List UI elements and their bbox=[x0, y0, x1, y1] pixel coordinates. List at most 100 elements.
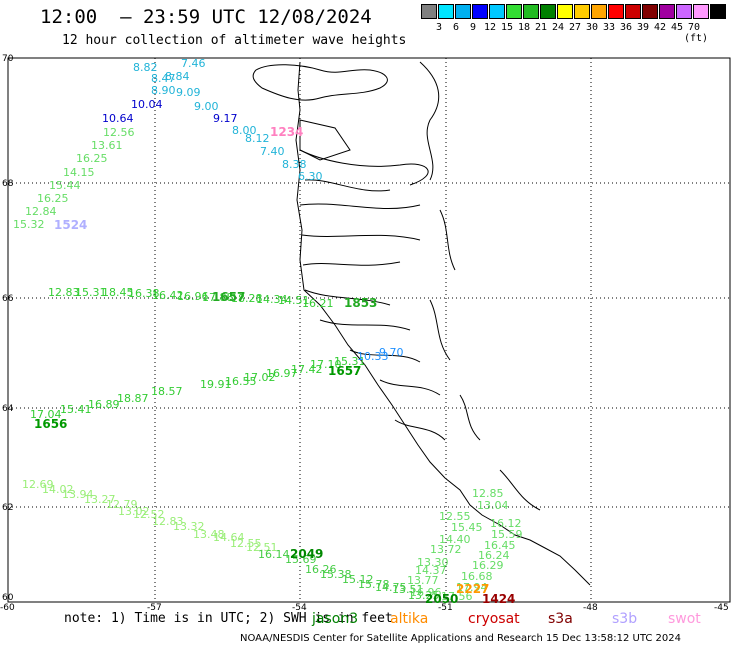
wave-height-label: 16.55 bbox=[225, 375, 257, 388]
color-scale-label: 33 bbox=[602, 22, 616, 33]
wave-height-label: 8.38 bbox=[282, 158, 307, 171]
wave-height-label: 18.87 bbox=[117, 392, 149, 405]
color-scale-label: 6 bbox=[452, 22, 460, 33]
wave-height-label: 14.40 bbox=[439, 533, 471, 546]
wave-height-label: 8.82 bbox=[133, 61, 158, 74]
wave-height-label: 18.28 bbox=[231, 292, 263, 305]
wave-height-label: 12.79 bbox=[106, 498, 138, 511]
color-scale-label: 3 bbox=[435, 22, 443, 33]
wave-height-label: 12.85 bbox=[472, 487, 504, 500]
satellite-legend-jason3: jason3 bbox=[312, 611, 359, 627]
wave-height-label: 18.57 bbox=[151, 385, 183, 398]
wave-height-label: 16.21 bbox=[302, 297, 334, 310]
wave-height-label: 16.96 bbox=[177, 290, 209, 303]
wave-height-label: 13.51 bbox=[392, 583, 424, 596]
wave-height-label: 16.96 bbox=[410, 586, 442, 599]
wave-height-label: 14.02 bbox=[42, 483, 74, 496]
latitude-label: 66 bbox=[2, 294, 14, 304]
wave-height-label: 16.24 bbox=[478, 549, 510, 562]
map-subtitle: 12 hour collection of altimeter wave hei… bbox=[62, 33, 407, 48]
satellite-legend-s3b: s3b bbox=[612, 611, 638, 627]
longitude-label: -57 bbox=[147, 603, 162, 613]
wave-height-label: 13.48 bbox=[193, 528, 225, 541]
wave-height-label: 12.55 bbox=[439, 510, 471, 523]
color-swatch bbox=[625, 4, 641, 19]
map-footer: NOAA/NESDIS Center for Satellite Applica… bbox=[240, 633, 682, 644]
wave-height-label: 16.45 bbox=[484, 539, 516, 552]
latitude-label: 64 bbox=[2, 404, 14, 414]
wave-height-label: 12.69 bbox=[22, 478, 54, 491]
wave-height-label: 15.69 bbox=[285, 553, 317, 566]
latitude-label: 60 bbox=[2, 593, 14, 603]
wave-height-label: 8.12 bbox=[245, 132, 270, 145]
wave-height-label: 16.38 bbox=[128, 287, 160, 300]
color-swatch bbox=[506, 4, 522, 19]
wave-height-label: 14.15 bbox=[63, 166, 95, 179]
wave-height-label: 16.25 bbox=[76, 152, 108, 165]
color-scale-label: 9 bbox=[469, 22, 477, 33]
satellite-legend-s3a: s3a bbox=[548, 611, 573, 627]
color-swatch bbox=[523, 4, 539, 19]
wave-height-label: 13.30 bbox=[417, 556, 449, 569]
wave-height-label: 13.94 bbox=[62, 488, 94, 501]
color-scale-label: 30 bbox=[585, 22, 599, 33]
wave-height-label: 13.02 bbox=[118, 505, 150, 518]
longitude-label: -60 bbox=[0, 603, 15, 613]
longitude-label: -48 bbox=[583, 603, 598, 613]
wave-height-label: 16.29 bbox=[472, 559, 504, 572]
wave-height-label: 14.51 bbox=[278, 294, 310, 307]
color-swatch bbox=[438, 4, 454, 19]
wave-height-label: 12.52 bbox=[133, 508, 165, 521]
wave-height-label: 9.00 bbox=[194, 100, 219, 113]
wave-height-label: 15.45 bbox=[451, 521, 483, 534]
color-swatch bbox=[557, 4, 573, 19]
pass-time-label: 1657 bbox=[212, 290, 245, 304]
wave-height-label: 16.12 bbox=[490, 517, 522, 530]
wave-height-label: 7.40 bbox=[260, 145, 285, 158]
wave-height-label: 9.09 bbox=[176, 86, 201, 99]
wave-height-label: 15.31 bbox=[334, 355, 366, 368]
pass-time-label: 1424 bbox=[482, 592, 515, 606]
longitude-label: -54 bbox=[292, 603, 307, 613]
pass-time-label: 1657 bbox=[328, 364, 361, 378]
map-note: note: 1) Time is in UTC; 2) SWH is in fe… bbox=[64, 611, 393, 626]
latitude-label: 70 bbox=[2, 54, 14, 64]
pass-time-label: 2227 bbox=[456, 582, 489, 596]
color-swatch bbox=[693, 4, 709, 19]
pass-time-label: 2049 bbox=[290, 547, 323, 561]
wave-height-label: 17.02 bbox=[244, 371, 276, 384]
wave-height-label: 14.37 bbox=[415, 564, 447, 577]
color-swatch bbox=[574, 4, 590, 19]
wave-height-label: 15.38 bbox=[320, 568, 352, 581]
color-swatch bbox=[421, 4, 437, 19]
greenland-coastline bbox=[252, 61, 591, 586]
wave-height-label: 13.72 bbox=[430, 543, 462, 556]
wave-height-label: 13.32 bbox=[173, 520, 205, 533]
wave-height-label: 12.51 bbox=[246, 541, 278, 554]
color-scale-label: 36 bbox=[619, 22, 633, 33]
wave-height-label: 12.83 bbox=[152, 515, 184, 528]
satellite-legend-cryosat: cryosat bbox=[468, 611, 520, 627]
map-title: 12:00 – 23:59 UTC 12/08/2024 bbox=[40, 6, 372, 28]
wave-height-label: 13.25 bbox=[408, 589, 440, 602]
wave-height-label: 14.34 bbox=[256, 293, 288, 306]
wave-height-label: 16.97 bbox=[266, 367, 298, 380]
latitude-label: 62 bbox=[2, 503, 13, 513]
wave-height-label: 16.42 bbox=[152, 289, 184, 302]
wave-height-label: 14.64 bbox=[213, 531, 245, 544]
color-swatch bbox=[540, 4, 556, 19]
wave-height-label: 13.77 bbox=[407, 574, 439, 587]
wave-height-label: 9.70 bbox=[379, 346, 404, 359]
wave-height-label: 18.45 bbox=[102, 286, 134, 299]
wave-height-label: 15.12 bbox=[342, 573, 374, 586]
pass-time-label: 1853 bbox=[344, 296, 377, 310]
wave-height-label: 16.68 bbox=[461, 570, 493, 583]
color-scale-label: 42 bbox=[653, 22, 667, 33]
color-scale-label: 12 bbox=[483, 22, 497, 33]
pass-time-label: 2050 bbox=[425, 592, 458, 606]
wave-height-label: 10.04 bbox=[131, 98, 163, 111]
wave-height-label: 16.14 bbox=[258, 548, 290, 561]
longitude-label: -51 bbox=[438, 603, 453, 613]
wave-height-label: 15.41 bbox=[60, 403, 92, 416]
